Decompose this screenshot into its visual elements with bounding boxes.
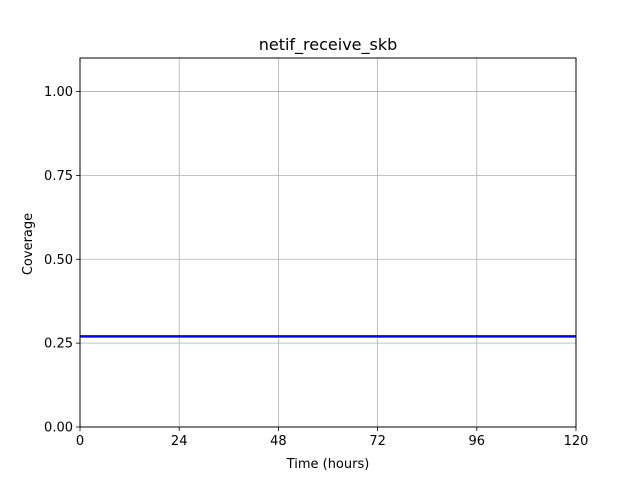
y-tick-label: 0.25 — [44, 337, 73, 352]
x-tick-label: 120 — [564, 434, 589, 449]
grid-lines — [79, 58, 577, 428]
y-tick-label: 0.50 — [44, 253, 73, 268]
x-tick-label: 48 — [270, 434, 287, 449]
x-tick-label: 72 — [369, 434, 386, 449]
chart-title: netif_receive_skb — [259, 35, 398, 55]
x-tick-label: 24 — [171, 434, 188, 449]
y-axis-label: Coverage — [21, 213, 36, 275]
x-axis-ticks: 0 24 48 72 96 120 — [76, 427, 589, 449]
y-tick-label: 0.00 — [44, 421, 73, 436]
x-tick-label: 96 — [469, 434, 486, 449]
plot-frame — [79, 57, 577, 428]
y-tick-label: 1.00 — [44, 85, 73, 100]
x-axis-label: Time (hours) — [286, 457, 370, 472]
x-tick-label: 0 — [76, 434, 84, 449]
y-tick-label: 0.75 — [44, 169, 73, 184]
y-axis-ticks: 0.00 0.25 0.50 0.75 1.00 — [44, 85, 80, 436]
